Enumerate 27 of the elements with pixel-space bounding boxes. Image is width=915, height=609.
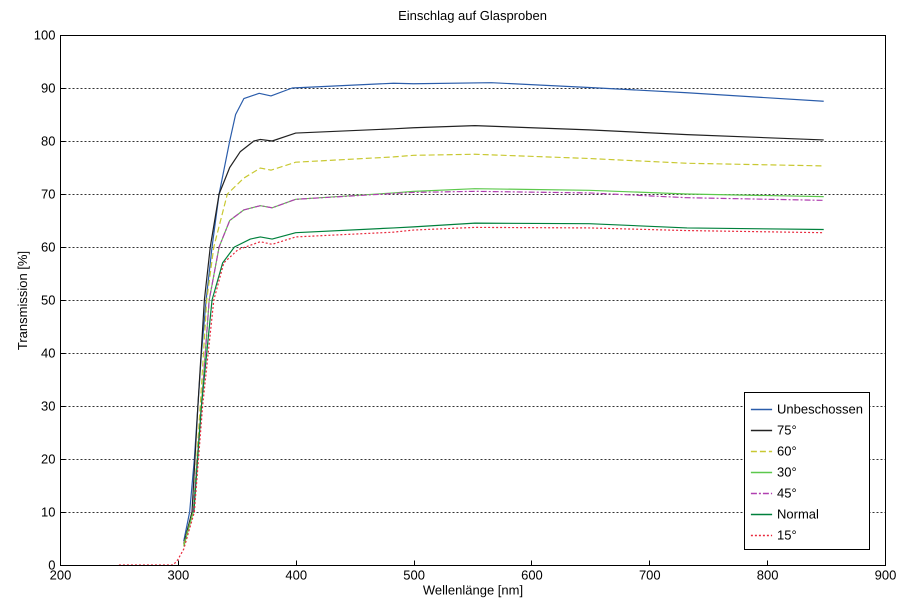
y-tick-label: 60 [41, 240, 56, 254]
y-tick-label: 50 [41, 292, 56, 308]
legend-label: Normal [777, 506, 820, 522]
x-tick-label: 900 [874, 568, 896, 582]
x-tick-label: 700 [638, 568, 661, 582]
x-tick-label: 800 [756, 568, 778, 582]
y-tick-label: 100 [34, 28, 56, 42]
y-axis-title: Transmission [%] [14, 250, 30, 350]
x-axis-title: Wellenlänge [nm] [422, 582, 524, 598]
y-tick-label: 30 [41, 398, 56, 414]
legend-label: 45° [777, 486, 797, 500]
legend-label: 75° [777, 422, 797, 438]
y-tick-label: 80 [41, 134, 56, 148]
legend-label: 60° [777, 444, 797, 458]
x-tick-label: 600 [521, 568, 543, 582]
legend-label: 30° [777, 464, 797, 480]
x-tick-label: 500 [403, 568, 425, 582]
legend-label: 15° [777, 528, 797, 542]
x-tick-label: 300 [168, 568, 190, 582]
legend-label: Unbeschossen [777, 402, 863, 416]
y-tick-label: 20 [41, 452, 56, 466]
y-tick-label: 10 [41, 504, 56, 520]
y-tick-label: 40 [41, 346, 56, 360]
y-tick-label: 70 [41, 186, 56, 202]
y-tick-label: 90 [41, 80, 56, 96]
chart-title: Einschlag auf Glasproben [398, 8, 547, 23]
x-tick-label: 400 [285, 568, 308, 582]
